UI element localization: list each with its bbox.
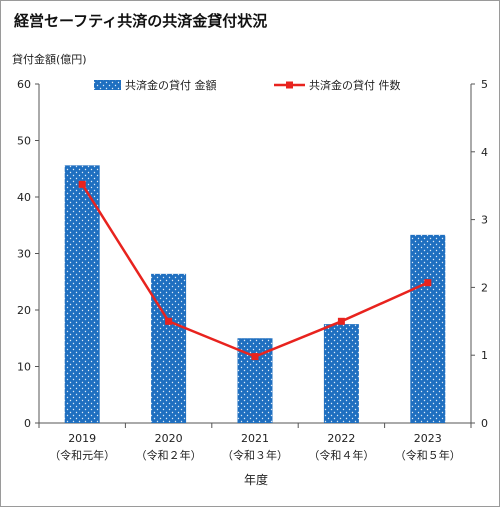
y-tick-label-right: 5 bbox=[481, 78, 488, 91]
y-tick-label-left: 30 bbox=[17, 248, 31, 261]
count-line bbox=[81, 183, 429, 358]
y-tick-label-right: 4 bbox=[481, 146, 488, 159]
count-point bbox=[251, 353, 259, 361]
y-tick-label-left: 0 bbox=[24, 417, 31, 430]
count-point bbox=[165, 317, 173, 325]
x-tick-sublabel: （令和３年） bbox=[222, 448, 288, 462]
bar bbox=[64, 165, 100, 424]
y-tick-label-left: 20 bbox=[17, 304, 31, 317]
y-tick-label-right: 1 bbox=[481, 349, 488, 362]
y-tick-label-left: 50 bbox=[17, 135, 31, 148]
y-tick-label-left: 60 bbox=[17, 78, 31, 91]
x-tick-label: 2019 bbox=[68, 432, 96, 445]
x-tick-sublabel: （令和２年） bbox=[136, 448, 202, 462]
y-tick-label-left: 40 bbox=[17, 191, 31, 204]
y-axis-left-label: 貸付金額(億円) bbox=[12, 52, 87, 66]
x-tick-sublabel: （令和元年） bbox=[49, 448, 115, 462]
x-tick-sublabel: （令和５年） bbox=[395, 448, 461, 462]
bar bbox=[151, 273, 187, 423]
bar bbox=[410, 234, 446, 423]
legend-label-line: 共済金の貸付 件数 bbox=[309, 78, 401, 92]
legend-label-bar: 共済金の貸付 金額 bbox=[125, 78, 217, 92]
count-point bbox=[424, 279, 432, 287]
bar bbox=[323, 324, 359, 423]
x-tick-label: 2023 bbox=[414, 432, 442, 445]
legend-swatch-bar bbox=[94, 80, 121, 90]
x-tick-label: 2020 bbox=[155, 432, 183, 445]
x-tick-label: 2021 bbox=[241, 432, 269, 445]
y-tick-label-right: 3 bbox=[481, 214, 488, 227]
count-point bbox=[337, 317, 345, 325]
y-tick-label-right: 0 bbox=[481, 417, 488, 430]
x-tick-sublabel: （令和４年） bbox=[308, 448, 374, 462]
y-tick-label-left: 10 bbox=[17, 361, 31, 374]
legend-swatch-marker bbox=[286, 81, 293, 89]
x-axis-label: 年度 bbox=[244, 472, 268, 487]
y-tick-label-right: 2 bbox=[481, 281, 488, 294]
x-tick-label: 2022 bbox=[327, 432, 355, 445]
chart-title: 経営セーフティ共済の共済金貸付状況 bbox=[14, 12, 268, 30]
count-point bbox=[78, 180, 86, 188]
